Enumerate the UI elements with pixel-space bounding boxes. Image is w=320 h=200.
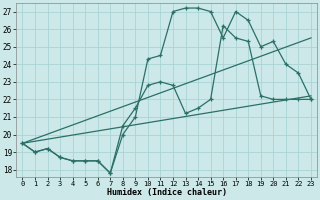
X-axis label: Humidex (Indice chaleur): Humidex (Indice chaleur) xyxy=(107,188,227,197)
